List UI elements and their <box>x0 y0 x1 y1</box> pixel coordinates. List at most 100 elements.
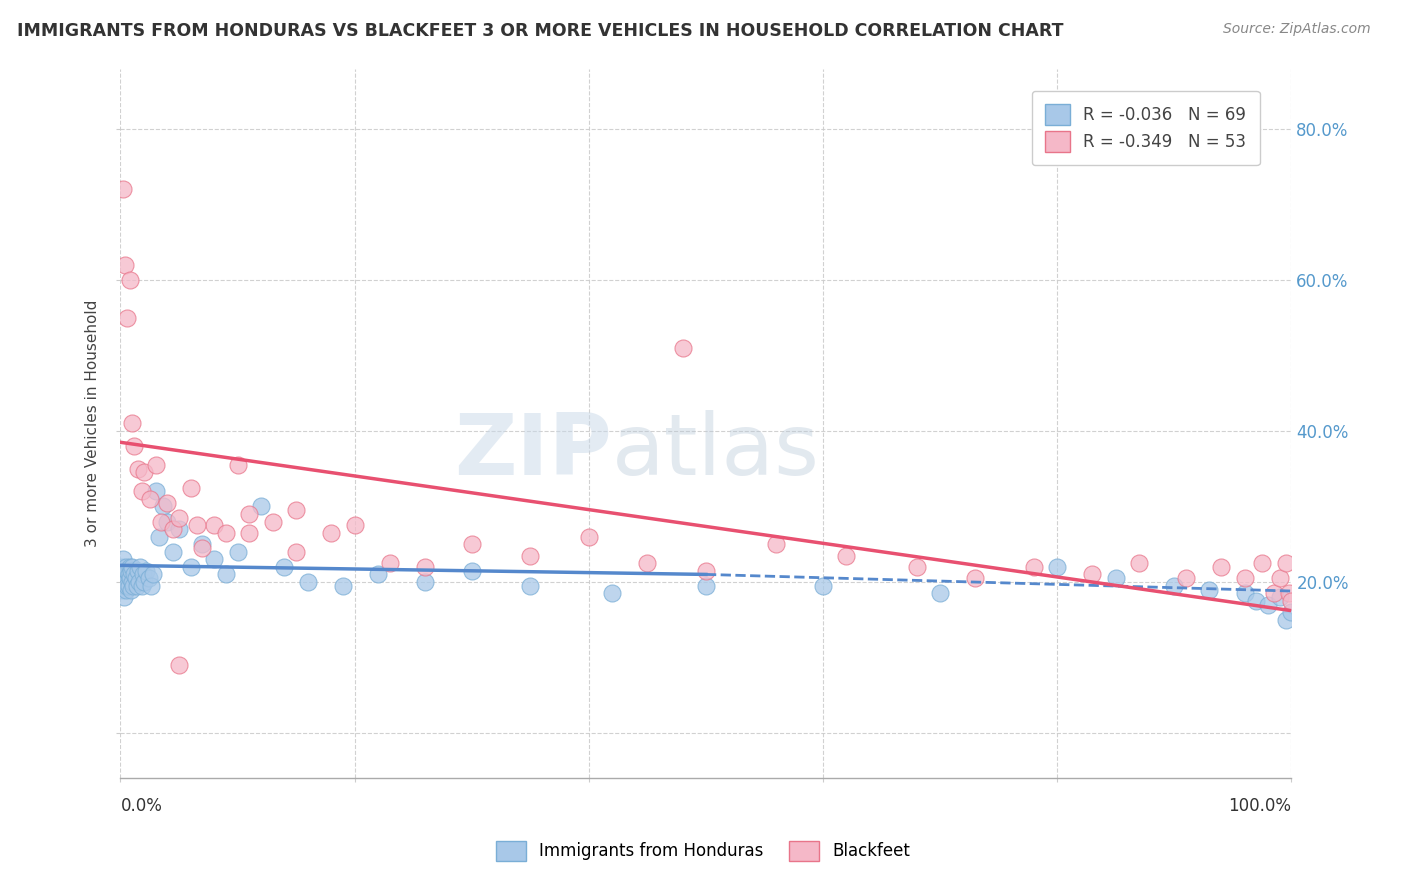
Point <box>461 537 484 551</box>
Point <box>671 341 693 355</box>
Point <box>111 567 134 582</box>
Point <box>191 537 214 551</box>
Point <box>121 574 143 589</box>
Point <box>226 458 249 472</box>
Point <box>110 560 132 574</box>
Point <box>117 567 139 582</box>
Point <box>1046 560 1069 574</box>
Point <box>124 571 146 585</box>
Point <box>285 503 308 517</box>
Point <box>139 579 162 593</box>
Point <box>321 525 343 540</box>
Point <box>1233 571 1256 585</box>
Point <box>115 582 138 597</box>
Point <box>1211 560 1233 574</box>
Point <box>138 571 160 585</box>
Point <box>117 310 139 325</box>
Point <box>343 518 366 533</box>
Point <box>1175 571 1198 585</box>
Point <box>1163 579 1185 593</box>
Point <box>378 556 401 570</box>
Point <box>191 541 214 555</box>
Point <box>120 564 142 578</box>
Point <box>167 510 190 524</box>
Text: 0.0%: 0.0% <box>121 797 162 815</box>
Point <box>765 537 787 551</box>
Point <box>1022 560 1045 574</box>
Point <box>162 545 184 559</box>
Point <box>367 567 389 582</box>
Point <box>285 545 308 559</box>
Point <box>1263 586 1285 600</box>
Point <box>1081 567 1104 582</box>
Point <box>148 530 170 544</box>
Point <box>129 560 152 574</box>
Point <box>332 579 354 593</box>
Point <box>145 484 167 499</box>
Point <box>121 560 143 574</box>
Point <box>1278 586 1301 600</box>
Point <box>600 586 623 600</box>
Point <box>135 564 157 578</box>
Point <box>519 579 541 593</box>
Point <box>238 507 260 521</box>
Point <box>131 484 153 499</box>
Point <box>142 567 165 582</box>
Point <box>695 564 717 578</box>
Point <box>122 579 145 593</box>
Point <box>262 515 284 529</box>
Point <box>180 560 202 574</box>
Text: ZIP: ZIP <box>454 410 612 493</box>
Point <box>1268 590 1291 604</box>
Point <box>202 518 225 533</box>
Point <box>1246 594 1268 608</box>
Point <box>202 552 225 566</box>
Point <box>111 552 134 566</box>
Point <box>1251 556 1274 570</box>
Text: 100.0%: 100.0% <box>1229 797 1292 815</box>
Point <box>250 500 273 514</box>
Point <box>114 258 136 272</box>
Point <box>118 273 141 287</box>
Point <box>835 549 858 563</box>
Point <box>1274 613 1296 627</box>
Point <box>811 579 834 593</box>
Point <box>1128 556 1150 570</box>
Point <box>186 518 208 533</box>
Point <box>111 182 134 196</box>
Point <box>519 549 541 563</box>
Text: IMMIGRANTS FROM HONDURAS VS BLACKFEET 3 OR MORE VEHICLES IN HOUSEHOLD CORRELATIO: IMMIGRANTS FROM HONDURAS VS BLACKFEET 3 … <box>17 22 1063 40</box>
Point <box>138 491 160 506</box>
Point <box>167 658 190 673</box>
Point <box>114 564 136 578</box>
Text: Source: ZipAtlas.com: Source: ZipAtlas.com <box>1223 22 1371 37</box>
Point <box>162 522 184 536</box>
Point <box>117 579 139 593</box>
Point <box>1198 582 1220 597</box>
Point <box>131 579 153 593</box>
Point <box>117 564 139 578</box>
Point <box>1257 598 1279 612</box>
Y-axis label: 3 or more Vehicles in Household: 3 or more Vehicles in Household <box>86 300 100 547</box>
Point <box>1268 571 1291 585</box>
Point <box>127 461 149 475</box>
Point <box>238 525 260 540</box>
Point <box>131 567 153 582</box>
Point <box>273 560 295 574</box>
Point <box>132 466 155 480</box>
Point <box>152 500 174 514</box>
Point <box>167 522 190 536</box>
Point <box>115 560 138 574</box>
Legend: Immigrants from Honduras, Blackfeet: Immigrants from Honduras, Blackfeet <box>489 834 917 868</box>
Point <box>413 560 436 574</box>
Point <box>1274 556 1296 570</box>
Point <box>128 574 150 589</box>
Point <box>121 417 143 431</box>
Point <box>132 574 155 589</box>
Text: atlas: atlas <box>612 410 820 493</box>
Point <box>156 496 179 510</box>
Point <box>215 567 238 582</box>
Point <box>124 439 146 453</box>
Point <box>120 582 142 597</box>
Point <box>110 582 132 597</box>
